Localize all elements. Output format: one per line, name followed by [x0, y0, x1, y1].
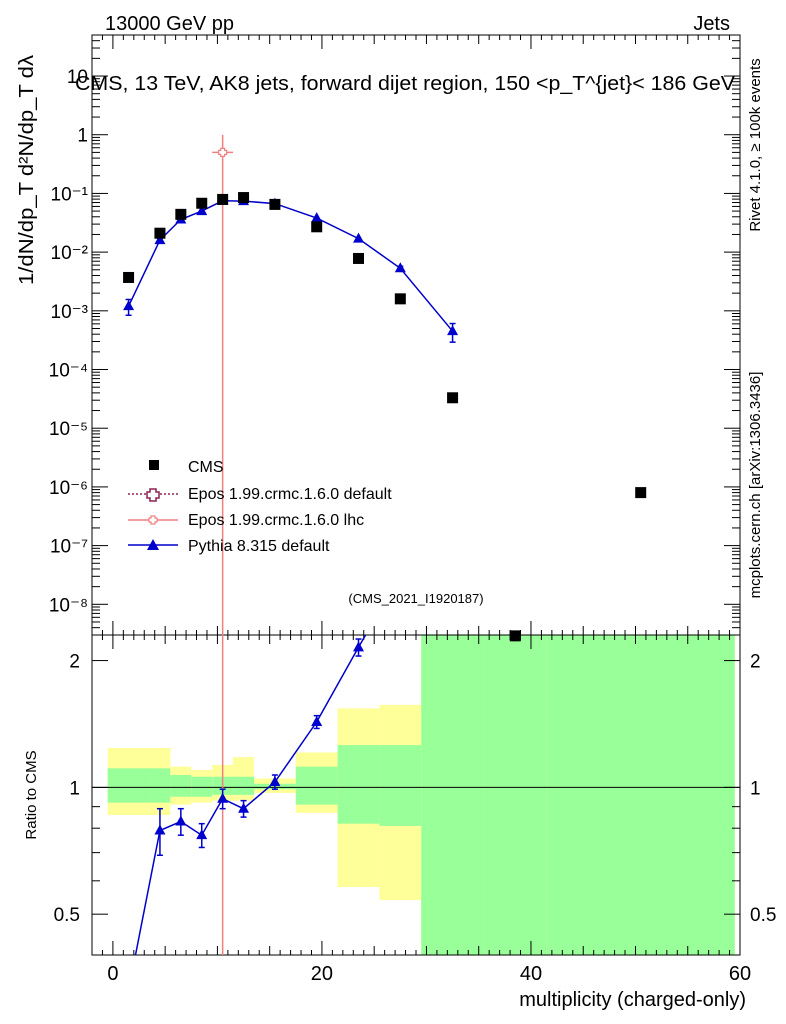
x-tick-label: 60: [729, 963, 751, 985]
x-tick-label: 0: [107, 963, 118, 985]
y-axis-label-bottom: Ratio to CMS: [23, 750, 40, 839]
cms-point: [217, 193, 229, 205]
legend-marker-epos-lhc: [148, 515, 158, 525]
cms-point: [509, 630, 521, 642]
cms-point: [196, 197, 208, 209]
legend-label-epos-lhc: Epos 1.99.crmc.1.6.0 lhc: [188, 512, 364, 529]
header-left: 13000 GeV pp: [105, 13, 234, 35]
band-green: [191, 776, 213, 797]
band-green: [233, 776, 254, 795]
y-tick-label-top: 10⁻⁶: [49, 478, 88, 499]
pythia-point: [394, 262, 406, 273]
band-green: [170, 774, 192, 797]
mcplots-credit: mcplots.cern.ch [arXiv:1306.3436]: [747, 372, 764, 599]
y-tick-label-bottom: 2: [69, 652, 80, 673]
legend-marker-cms: [149, 460, 159, 470]
rivet-version: Rivet 4.1.0, ≥ 100k events: [747, 58, 764, 231]
cms-point: [269, 198, 281, 210]
legend-marker-pythia: [147, 539, 159, 550]
x-tick-label: 20: [311, 963, 333, 985]
y-tick-label-bottom-right: 0.5: [750, 905, 776, 926]
pythia-point: [154, 234, 166, 245]
axes: 0 20 40 60 10⁻⁸ 10⁻⁷ 10⁻⁶ 10⁻⁵ 10⁻⁴ 10⁻³ 10⁻² 10⁻¹ 1…: [49, 34, 776, 985]
cms-point: [635, 487, 647, 499]
band-green: [295, 766, 338, 805]
pythia-point: [196, 205, 208, 216]
band-green: [337, 745, 380, 824]
band-green: [379, 745, 422, 826]
pythia-point: [353, 232, 365, 243]
pythia-point: [123, 300, 135, 311]
ratio-point: [196, 829, 208, 840]
y-tick-label-top: 10⁻¹: [51, 184, 89, 205]
y-tick-label-top: 10⁻⁵: [49, 419, 88, 440]
analysis-tag: (CMS_2021_I1920187): [348, 591, 483, 606]
uncertainty-bands: [92, 635, 740, 955]
pythia-point: [311, 212, 323, 223]
ratio-point: [353, 641, 365, 652]
ratio-line: [134, 635, 367, 955]
y-tick-label-top: 10⁻⁸: [49, 595, 88, 616]
band-green: [483, 635, 547, 955]
x-tick-label: 40: [520, 963, 542, 985]
y-tick-label-top: 10⁻³: [51, 302, 89, 323]
legend-label-pythia: Pythia 8.315 default: [188, 538, 330, 555]
legend-label-cms: CMS: [188, 459, 224, 476]
cms-point: [154, 227, 166, 239]
ratio-point: [175, 815, 187, 826]
ratio-point: [269, 775, 281, 786]
header-right: Jets: [693, 13, 730, 35]
cms-point: [175, 208, 187, 220]
band-green: [149, 768, 171, 803]
band-green: [421, 635, 484, 955]
y-axis-label-top: 1/dN/dp_T d²N/dp_T dλ: [16, 55, 38, 285]
epos-lhc-point: [218, 147, 228, 157]
y-tick-label-bottom: 1: [69, 778, 80, 799]
y-tick-label-bottom-right: 1: [750, 778, 761, 799]
chart-title: CMS, 13 TeV, AK8 jets, forward dijet reg…: [75, 73, 736, 95]
x-axis-label: multiplicity (charged-only): [519, 989, 746, 1011]
legend-marker-epos-default: [146, 488, 160, 502]
y-tick-label-top: 10⁻²: [51, 243, 89, 264]
ratio-point: [311, 715, 323, 726]
cms-point: [123, 271, 135, 283]
pythia-point: [447, 325, 459, 336]
y-tick-label-top: 10: [67, 67, 88, 88]
cms-point: [447, 392, 459, 404]
y-tick-label-bottom: 0.5: [54, 905, 80, 926]
ratio-point: [238, 802, 250, 813]
band-green: [107, 768, 150, 803]
legend-label-epos-default: Epos 1.99.crmc.1.6.0 default: [188, 486, 392, 503]
cms-point: [311, 221, 323, 233]
ratio-point: [154, 824, 166, 835]
cms-point: [353, 252, 365, 264]
cms-point: [238, 192, 250, 204]
band-green: [546, 635, 735, 955]
ratio-point: [217, 792, 229, 803]
y-tick-label-top: 10⁻⁷: [50, 537, 88, 558]
legend: CMS Epos 1.99.crmc.1.6.0 default Epos 1.…: [128, 459, 392, 555]
y-tick-label-top: 1: [77, 126, 88, 147]
y-tick-label-bottom-right: 2: [750, 652, 761, 673]
cms-point: [394, 293, 406, 305]
chart-marks: [123, 134, 647, 955]
y-tick-label-top: 10⁻⁴: [49, 361, 88, 382]
